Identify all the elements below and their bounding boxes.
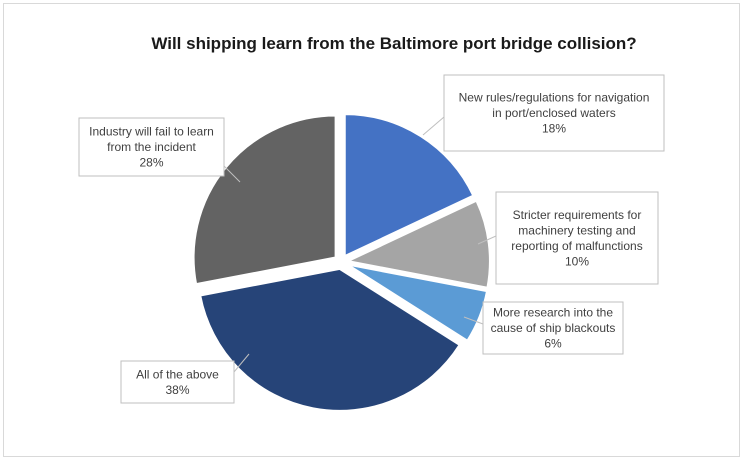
data-label-box	[78, 117, 225, 177]
data-label-text: Industry will fail to learn	[89, 125, 214, 139]
pie-slice	[346, 263, 489, 343]
data-label-text: from the incident	[107, 140, 196, 154]
data-label-text: reporting of malfunctions	[511, 239, 642, 253]
data-label-text: More research into the	[493, 306, 613, 320]
chart-title: Will shipping learn from the Baltimore p…	[151, 34, 637, 53]
leader-line	[463, 316, 484, 325]
data-label-box	[443, 74, 665, 152]
pie-slice	[199, 267, 461, 412]
leader-line	[477, 235, 497, 245]
data-label-text: New rules/regulations for navigation	[459, 91, 650, 105]
pie-slice	[344, 199, 491, 289]
leader-line	[233, 353, 250, 373]
data-label-box	[482, 301, 624, 355]
pie-slice	[192, 114, 337, 286]
data-label-text: in port/enclosed waters	[492, 106, 615, 120]
data-label-value: 6%	[544, 337, 562, 351]
data-label-box	[495, 191, 659, 285]
data-label-text: All of the above	[136, 367, 219, 381]
data-label-value: 10%	[565, 254, 589, 268]
leader-line	[223, 165, 241, 183]
data-label-value: 38%	[165, 383, 189, 397]
data-label-box	[120, 360, 235, 404]
data-label-text: cause of ship blackouts	[491, 321, 616, 335]
data-label-value: 18%	[542, 122, 566, 136]
data-label-text: Stricter requirements for	[513, 208, 642, 222]
leader-line	[422, 116, 445, 136]
pie-slice	[343, 113, 475, 258]
chart-frame: Will shipping learn from the Baltimore p…	[3, 3, 740, 457]
data-label-value: 28%	[139, 156, 163, 170]
data-label-text: machinery testing and	[518, 223, 635, 237]
